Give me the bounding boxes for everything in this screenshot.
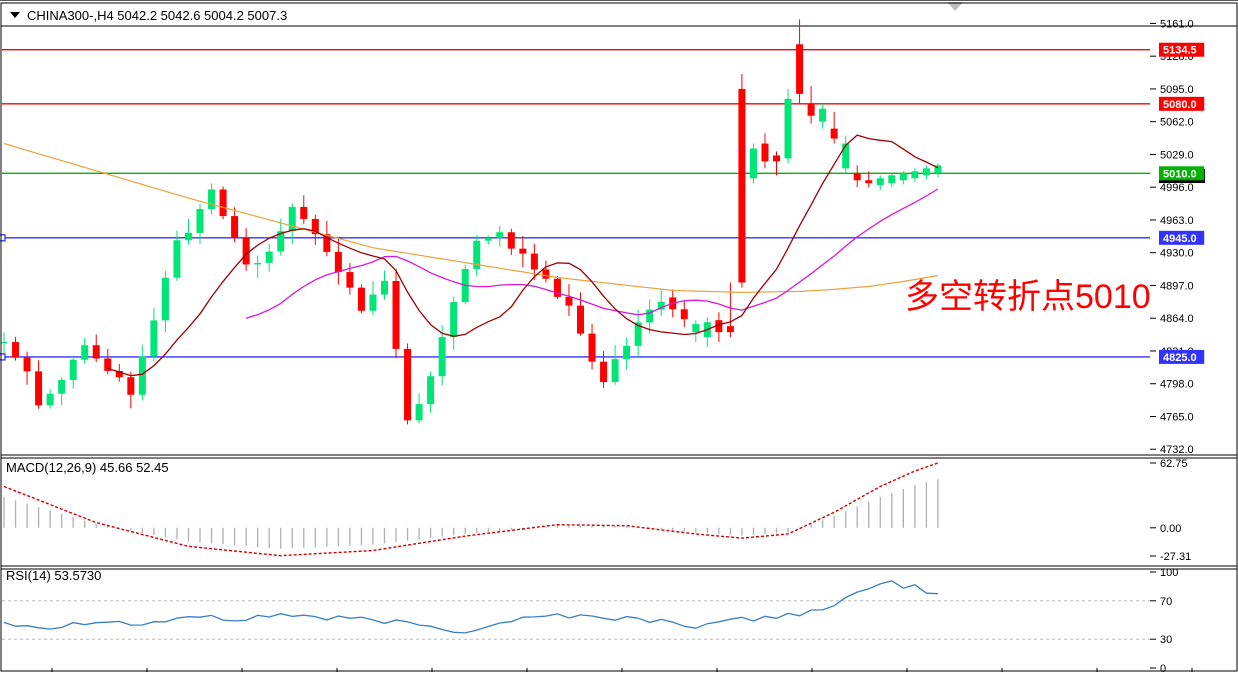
svg-text:4732.0: 4732.0 (1160, 444, 1194, 456)
svg-text:30: 30 (1160, 634, 1172, 646)
svg-text:4996.0: 4996.0 (1160, 182, 1194, 194)
svg-text:0.00: 0.00 (1160, 523, 1181, 535)
svg-text:5161.0: 5161.0 (1160, 18, 1194, 30)
svg-text:4945.0: 4945.0 (1163, 233, 1197, 245)
svg-text:MACD(12,26,9) 45.66 52.45: MACD(12,26,9) 45.66 52.45 (6, 460, 169, 475)
svg-text:-27.31: -27.31 (1160, 551, 1191, 563)
svg-text:5062.0: 5062.0 (1160, 117, 1194, 129)
svg-text:62.75: 62.75 (1160, 458, 1188, 470)
svg-text:4897.0: 4897.0 (1160, 280, 1194, 292)
svg-text:RSI(14) 53.5730: RSI(14) 53.5730 (6, 568, 101, 583)
svg-text:5095.0: 5095.0 (1160, 84, 1194, 96)
svg-text:CHINA300-,H4 5042.2 5042.6 5: CHINA300-,H4 5042.2 5042.6 5004.2 5007.3 (27, 8, 287, 23)
svg-text:4765.0: 4765.0 (1160, 411, 1194, 423)
svg-text:5134.5: 5134.5 (1163, 45, 1197, 57)
svg-text:4963.0: 4963.0 (1160, 215, 1194, 227)
svg-text:5029.0: 5029.0 (1160, 149, 1194, 161)
svg-text:4864.0: 4864.0 (1160, 313, 1194, 325)
svg-text:4930.0: 4930.0 (1160, 248, 1194, 260)
svg-text:5010.0: 5010.0 (1163, 168, 1197, 180)
svg-text:5080.0: 5080.0 (1163, 99, 1197, 111)
svg-text:4798.0: 4798.0 (1160, 379, 1194, 391)
svg-text:多空转折点5010: 多空转折点5010 (905, 278, 1151, 316)
svg-text:4825.0: 4825.0 (1163, 352, 1197, 364)
svg-text:70: 70 (1160, 596, 1172, 608)
